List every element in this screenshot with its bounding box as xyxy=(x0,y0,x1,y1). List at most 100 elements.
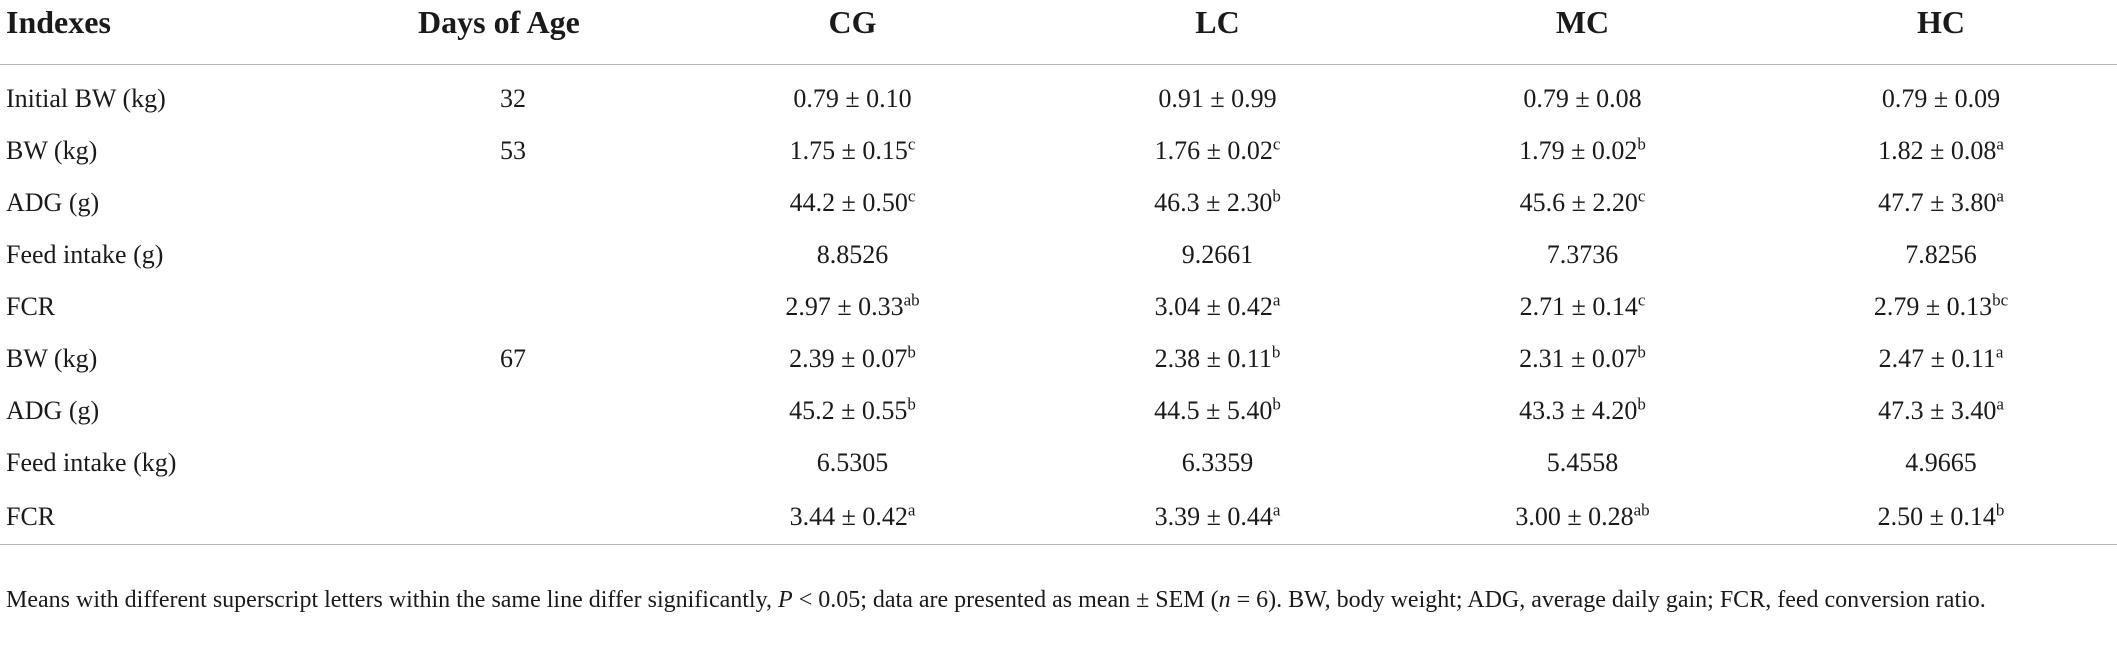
cell-hc: 4.9665 xyxy=(1765,437,2117,489)
cell-value: 5.4558 xyxy=(1546,448,1619,477)
cell-value: 7.3736 xyxy=(1546,240,1619,269)
cell-lc: 3.04 ± 0.42a xyxy=(1035,281,1400,333)
cell-value: 6.5305 xyxy=(816,448,889,477)
cell-hc: 1.82 ± 0.08a xyxy=(1765,125,2117,177)
row-days-of-age xyxy=(330,437,670,489)
significance-superscript: a xyxy=(1272,499,1281,519)
significance-superscript: b xyxy=(1995,499,2005,519)
cell-value: 0.79 ± 0.09 xyxy=(1881,84,2001,113)
cell-cg: 2.39 ± 0.07b xyxy=(670,333,1035,385)
row-index-label: Feed intake (g) xyxy=(6,240,164,269)
cell-hc: 47.3 ± 3.40a xyxy=(1765,385,2117,437)
footnote-n-symbol: n xyxy=(1218,587,1231,613)
row-days-of-age: 53 xyxy=(500,136,526,165)
cell-mc: 5.4558 xyxy=(1400,437,1765,489)
significance-superscript: a xyxy=(1272,290,1281,310)
row-index-label: ADG (g) xyxy=(6,188,100,217)
cell-lc: 0.91 ± 0.99 xyxy=(1035,65,1400,126)
cell-value: 2.50 ± 0.14 xyxy=(1877,501,1996,531)
cell-cg: 1.75 ± 0.15c xyxy=(670,125,1035,177)
significance-superscript: a xyxy=(907,499,916,519)
cell-value: 7.8256 xyxy=(1905,240,1977,269)
header-days-of-age: Days of Age xyxy=(418,4,580,40)
cell-lc: 46.3 ± 2.30b xyxy=(1035,177,1400,229)
significance-superscript: c xyxy=(1272,134,1281,154)
cell-value: 47.7 ± 3.80 xyxy=(1878,188,1997,217)
row-days-of-age xyxy=(330,177,670,229)
cell-mc: 2.31 ± 0.07b xyxy=(1400,333,1765,385)
cell-value: 1.82 ± 0.08 xyxy=(1878,136,1997,165)
significance-superscript: c xyxy=(1637,186,1646,206)
footnote-p-symbol: P xyxy=(778,587,793,613)
significance-superscript: c xyxy=(907,186,916,206)
cell-mc: 43.3 ± 4.20b xyxy=(1400,385,1765,437)
cell-cg: 44.2 ± 0.50c xyxy=(670,177,1035,229)
row-index-label: FCR xyxy=(6,501,56,531)
significance-superscript: a xyxy=(1996,394,2004,414)
row-days-of-age xyxy=(330,281,670,333)
table-row: ADG (g) 44.2 ± 0.50c 46.3 ± 2.30b 45.6 ± 2.… xyxy=(0,177,2117,229)
cell-value: 0.91 ± 0.99 xyxy=(1158,84,1277,113)
header-cg: CG xyxy=(828,4,877,40)
significance-superscript: b xyxy=(907,342,916,362)
significance-superscript: c xyxy=(1637,290,1646,310)
cell-cg: 3.44 ± 0.42a xyxy=(670,489,1035,545)
cell-mc: 3.00 ± 0.28ab xyxy=(1400,489,1765,545)
significance-superscript: ab xyxy=(1633,499,1650,519)
significance-superscript: c xyxy=(907,134,916,154)
cell-cg: 8.8526 xyxy=(670,229,1035,281)
cell-value: 2.38 ± 0.11 xyxy=(1154,344,1272,373)
table-row: BW (kg) 53 1.75 ± 0.15c 1.76 ± 0.02c 1.79 ± … xyxy=(0,125,2117,177)
significance-superscript: a xyxy=(1996,186,2004,206)
cell-value: 6.3359 xyxy=(1181,448,1254,477)
cell-cg: 2.97 ± 0.33ab xyxy=(670,281,1035,333)
table-row: FCR 2.97 ± 0.33ab 3.04 ± 0.42a 2.71 ± 0.14c… xyxy=(0,281,2117,333)
row-index-label: Feed intake (kg) xyxy=(6,448,177,477)
row-days-of-age xyxy=(330,489,670,545)
row-days-of-age: 32 xyxy=(500,84,526,113)
cell-value: 2.31 ± 0.07 xyxy=(1519,344,1638,373)
significance-superscript: b xyxy=(1272,394,1281,414)
table-row: BW (kg) 67 2.39 ± 0.07b 2.38 ± 0.11b 2.31 ± … xyxy=(0,333,2117,385)
cell-value: 44.5 ± 5.40 xyxy=(1154,396,1273,425)
cell-hc: 2.47 ± 0.11a xyxy=(1765,333,2117,385)
cell-value: 2.71 ± 0.14 xyxy=(1519,292,1638,321)
cell-value: 2.47 ± 0.11 xyxy=(1878,344,1996,373)
row-days-of-age xyxy=(330,385,670,437)
table-container: Indexes Days of Age CG LC MC HC Initial … xyxy=(0,0,2117,613)
significance-superscript: b xyxy=(1272,186,1281,206)
header-row: Indexes Days of Age CG LC MC HC xyxy=(0,0,2117,65)
cell-cg: 6.5305 xyxy=(670,437,1035,489)
footnote-text-3: = 6). BW, body weight; ADG, average dail… xyxy=(1230,587,1986,613)
cell-value: 2.97 ± 0.33 xyxy=(785,292,904,321)
table-body: Initial BW (kg) 32 0.79 ± 0.10 0.91 ± 0.99 0… xyxy=(0,65,2117,545)
row-index-label: FCR xyxy=(6,292,56,321)
cell-value: 1.79 ± 0.02 xyxy=(1519,136,1638,165)
table-row: Initial BW (kg) 32 0.79 ± 0.10 0.91 ± 0.99 0… xyxy=(0,65,2117,126)
table-row: Feed intake (g) 8.8526 9.2661 7.3736 7.8256 xyxy=(0,229,2117,281)
cell-hc: 47.7 ± 3.80a xyxy=(1765,177,2117,229)
cell-value: 3.44 ± 0.42 xyxy=(789,501,908,531)
cell-value: 45.2 ± 0.55 xyxy=(789,396,908,425)
cell-value: 8.8526 xyxy=(816,240,889,269)
cell-value: 46.3 ± 2.30 xyxy=(1154,188,1273,217)
cell-lc: 44.5 ± 5.40b xyxy=(1035,385,1400,437)
cell-cg: 0.79 ± 0.10 xyxy=(670,65,1035,126)
cell-lc: 6.3359 xyxy=(1035,437,1400,489)
cell-value: 45.6 ± 2.20 xyxy=(1519,188,1638,217)
cell-value: 0.79 ± 0.10 xyxy=(793,84,912,113)
cell-mc: 7.3736 xyxy=(1400,229,1765,281)
cell-mc: 2.71 ± 0.14c xyxy=(1400,281,1765,333)
table-row: FCR 3.44 ± 0.42a 3.39 ± 0.44a 3.00 ± 0.28ab… xyxy=(0,489,2117,545)
cell-mc: 1.79 ± 0.02b xyxy=(1400,125,1765,177)
row-index-label: Initial BW (kg) xyxy=(6,84,166,113)
cell-hc: 2.79 ± 0.13bc xyxy=(1765,281,2117,333)
cell-hc: 7.8256 xyxy=(1765,229,2117,281)
cell-lc: 2.38 ± 0.11b xyxy=(1035,333,1400,385)
significance-superscript: bc xyxy=(1992,290,2009,310)
cell-value: 47.3 ± 3.40 xyxy=(1878,396,1997,425)
cell-value: 2.39 ± 0.07 xyxy=(789,344,908,373)
cell-value: 2.79 ± 0.13 xyxy=(1873,292,1993,321)
cell-lc: 9.2661 xyxy=(1035,229,1400,281)
row-index-label: BW (kg) xyxy=(6,344,98,373)
